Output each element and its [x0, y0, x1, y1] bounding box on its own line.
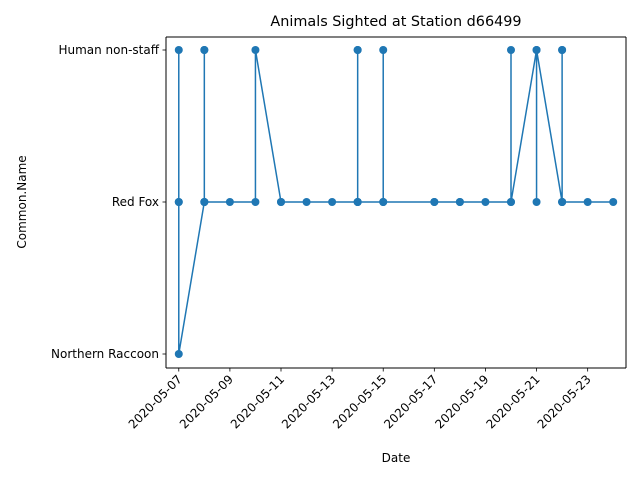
y-tick-label: Northern Raccoon: [51, 347, 159, 361]
data-point: [200, 46, 209, 54]
data-point: [328, 198, 337, 206]
data-point: [455, 198, 464, 206]
data-point: [174, 350, 183, 358]
y-axis-label: Common.Name: [15, 155, 29, 248]
data-point: [481, 198, 490, 206]
data-point: [430, 198, 439, 206]
data-point: [532, 198, 541, 206]
data-point: [507, 198, 515, 206]
data-point: [379, 46, 388, 54]
axes-frame: [165, 36, 627, 369]
chart-title: Animals Sighted at Station d66499: [270, 14, 521, 30]
data-point: [225, 198, 234, 206]
data-point: [353, 46, 362, 54]
data-point: [583, 198, 592, 206]
data-point: [609, 198, 618, 206]
data-point: [558, 198, 567, 206]
data-point: [174, 198, 183, 206]
data-point: [379, 198, 388, 206]
x-axis-label: Date: [382, 451, 411, 465]
data-point: [353, 198, 362, 206]
data-point: [302, 198, 311, 206]
data-point: [251, 198, 260, 206]
data-point: [251, 46, 260, 54]
y-tick-label: Human non-staff: [58, 43, 159, 57]
data-point: [277, 198, 285, 206]
data-point: [532, 46, 541, 54]
data-point: [507, 46, 515, 54]
y-tick-label: Red Fox: [112, 195, 159, 209]
y-tick-layer: Northern Raccoon Red Fox Human non-staff: [51, 43, 166, 361]
data-point: [558, 46, 567, 54]
data-point: [200, 198, 209, 206]
data-point: [174, 46, 183, 54]
series-layer: [174, 46, 618, 358]
